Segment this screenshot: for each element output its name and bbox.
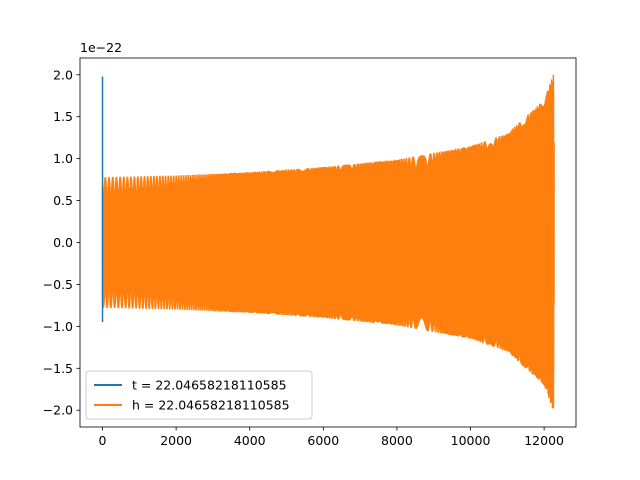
y-tick-label: 0.5 bbox=[53, 193, 73, 208]
series-layer bbox=[101, 74, 555, 409]
y-offset-label: 1e−22 bbox=[80, 40, 122, 55]
legend: t = 22.04658218110585 h = 22.046582181105… bbox=[85, 370, 313, 420]
y-tick-label: 2.0 bbox=[53, 67, 73, 82]
y-tick-label: 1.0 bbox=[53, 151, 73, 166]
x-tick-label: 4000 bbox=[234, 433, 266, 448]
y-tick-label: −1.5 bbox=[43, 361, 73, 376]
legend-label: t = 22.04658218110585 bbox=[132, 378, 287, 393]
y-axis: −2.0 −1.5 −1.0 −0.5 0.0 0.5 1.0 1.5 2.0 bbox=[43, 67, 80, 418]
x-tick-label: 12000 bbox=[524, 433, 564, 448]
legend-box bbox=[85, 370, 313, 420]
y-tick-label: −0.5 bbox=[43, 277, 73, 292]
x-tick-label: 0 bbox=[99, 433, 107, 448]
legend-label: h = 22.04658218110585 bbox=[132, 398, 290, 413]
y-tick-label: −2.0 bbox=[43, 403, 73, 418]
x-tick-label: 8000 bbox=[381, 433, 413, 448]
series-h-line bbox=[101, 74, 555, 409]
y-tick-label: 0.0 bbox=[53, 235, 73, 250]
x-axis: 0 2000 4000 6000 8000 10000 12000 bbox=[99, 427, 564, 448]
y-tick-label: 1.5 bbox=[53, 109, 73, 124]
x-tick-label: 2000 bbox=[160, 433, 192, 448]
x-tick-label: 6000 bbox=[307, 433, 339, 448]
x-tick-label: 10000 bbox=[451, 433, 491, 448]
y-tick-label: −1.0 bbox=[43, 319, 73, 334]
